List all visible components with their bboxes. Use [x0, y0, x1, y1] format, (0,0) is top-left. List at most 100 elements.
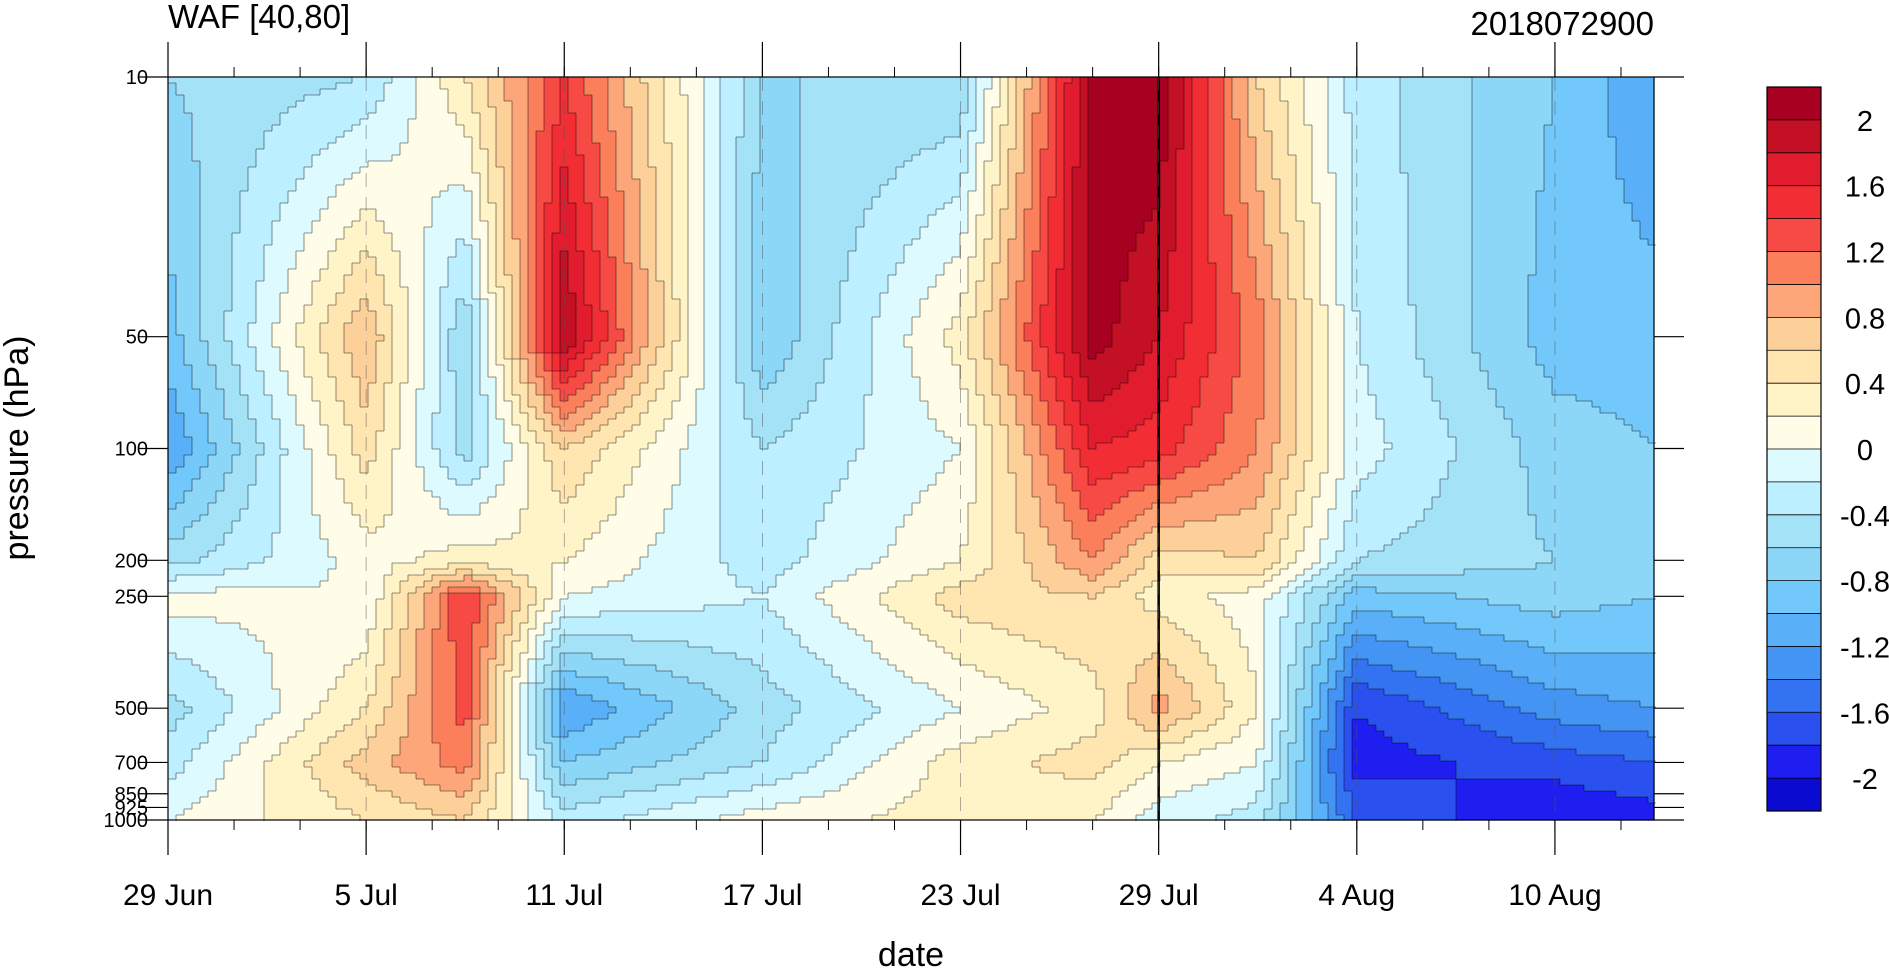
field-cell	[1392, 209, 1401, 216]
field-cell	[248, 131, 257, 138]
field-cell	[1248, 173, 1257, 180]
field-cell	[1264, 167, 1273, 174]
field-cell	[1360, 137, 1369, 144]
field-cell	[1344, 89, 1353, 96]
field-cell	[1264, 83, 1273, 90]
field-cell	[1264, 107, 1273, 114]
field-cell	[280, 179, 289, 186]
field-cell	[1024, 185, 1033, 192]
field-cell	[856, 101, 865, 108]
field-cell	[832, 149, 841, 156]
field-cell	[840, 227, 849, 234]
field-cell	[600, 227, 609, 234]
field-cell	[1088, 113, 1097, 120]
field-cell	[1112, 215, 1121, 222]
field-cell	[1576, 95, 1585, 102]
field-cell	[504, 173, 513, 180]
field-cell	[168, 191, 177, 198]
field-cell	[1616, 89, 1625, 96]
field-cell	[1248, 107, 1257, 114]
field-cell	[616, 113, 625, 120]
field-cell	[320, 227, 329, 234]
field-cell	[1448, 221, 1457, 228]
field-cell	[464, 119, 473, 126]
field-cell	[1352, 233, 1361, 240]
field-cell	[1376, 155, 1385, 162]
field-cell	[1088, 77, 1097, 84]
field-cell	[376, 107, 385, 114]
field-cell	[224, 77, 233, 84]
field-cell	[1464, 221, 1473, 228]
field-cell	[824, 107, 833, 114]
field-cell	[656, 143, 665, 150]
field-cell	[1008, 167, 1017, 174]
field-cell	[1520, 125, 1529, 132]
field-cell	[848, 131, 857, 138]
field-cell	[384, 107, 393, 114]
field-cell	[1544, 131, 1553, 138]
field-cell	[1072, 125, 1081, 132]
field-cell	[968, 221, 977, 228]
field-cell	[528, 113, 537, 120]
field-cell	[288, 227, 297, 234]
field-cell	[1072, 185, 1081, 192]
field-cell	[200, 185, 209, 192]
field-cell	[1072, 83, 1081, 90]
field-cell	[1360, 185, 1369, 192]
field-cell	[1384, 113, 1393, 120]
field-cell	[992, 95, 1001, 102]
field-cell	[1464, 107, 1473, 114]
field-cell	[792, 107, 801, 114]
field-cell	[1128, 131, 1137, 138]
field-cell	[1432, 185, 1441, 192]
field-cell	[1136, 161, 1145, 168]
field-cell	[320, 155, 329, 162]
field-cell	[1168, 233, 1177, 240]
field-cell	[264, 209, 273, 216]
field-cell	[648, 77, 657, 84]
field-cell	[1544, 167, 1553, 174]
field-cell	[1216, 209, 1225, 216]
field-cell	[440, 137, 449, 144]
field-cell	[1256, 179, 1265, 186]
field-cell	[1216, 227, 1225, 234]
field-cell	[808, 227, 817, 234]
field-cell	[1128, 149, 1137, 156]
field-cell	[1224, 143, 1233, 150]
field-cell	[600, 149, 609, 156]
field-cell	[1040, 95, 1049, 102]
field-cell	[552, 161, 561, 168]
field-cell	[1544, 191, 1553, 198]
field-cell	[280, 119, 289, 126]
field-cell	[1560, 113, 1569, 120]
field-cell	[712, 119, 721, 126]
field-cell	[1472, 83, 1481, 90]
field-cell	[328, 143, 337, 150]
field-cell	[1088, 233, 1097, 240]
field-cell	[776, 185, 785, 192]
field-cell	[1048, 197, 1057, 204]
field-cell	[840, 131, 849, 138]
field-cell	[200, 143, 209, 150]
field-cell	[1352, 155, 1361, 162]
field-cell	[784, 89, 793, 96]
field-cell	[1296, 83, 1305, 90]
field-cell	[680, 161, 689, 168]
field-cell	[992, 203, 1001, 210]
field-cell	[1344, 77, 1353, 84]
field-cell	[1432, 143, 1441, 150]
field-cell	[1424, 197, 1433, 204]
field-cell	[1112, 89, 1121, 96]
field-cell	[232, 209, 241, 216]
field-cell	[1136, 191, 1145, 198]
field-cell	[192, 95, 201, 102]
field-cell	[336, 89, 345, 96]
field-cell	[1632, 95, 1641, 102]
field-cell	[1480, 113, 1489, 120]
field-cell	[496, 89, 505, 96]
field-cell	[552, 149, 561, 156]
field-cell	[1080, 197, 1089, 204]
field-cell	[1056, 125, 1065, 132]
field-cell	[648, 233, 657, 240]
field-cell	[1408, 155, 1417, 162]
